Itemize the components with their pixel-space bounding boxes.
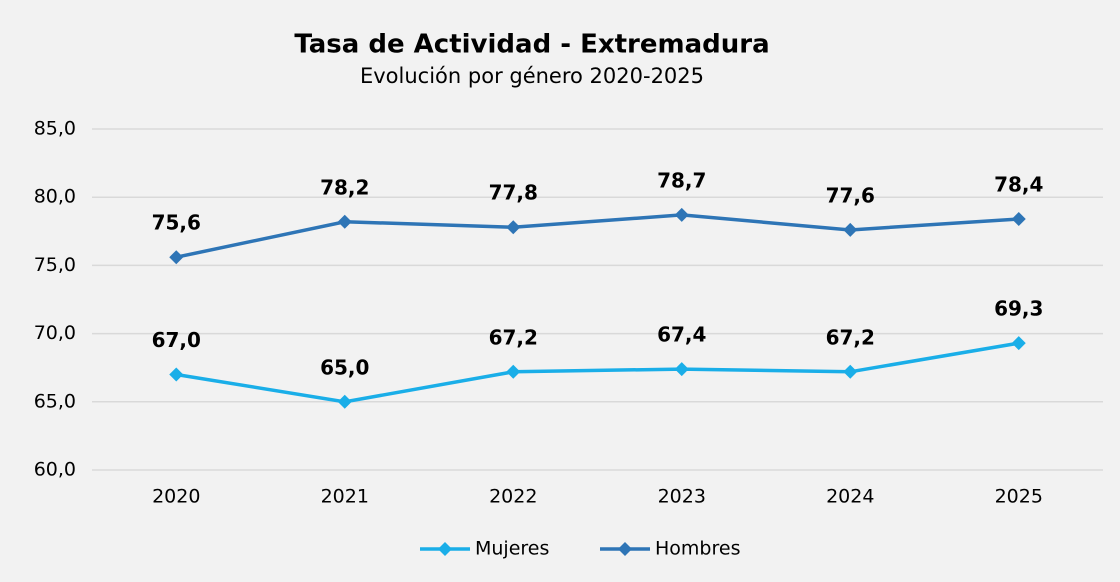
y-tick-label: 70,0	[34, 322, 76, 344]
x-tick-label: 2025	[995, 486, 1043, 508]
legend-label: Mujeres	[475, 538, 549, 560]
series-line	[175, 213, 1019, 259]
marker	[337, 394, 352, 409]
x-tick-label: 2021	[321, 486, 369, 508]
marker	[169, 367, 184, 382]
series-line	[175, 341, 1020, 404]
data-label: 67,0	[152, 328, 201, 352]
data-label: 77,6	[826, 183, 875, 207]
y-tick-label: 85,0	[34, 118, 76, 140]
marker	[843, 364, 858, 379]
marker	[674, 362, 689, 377]
marker	[169, 250, 184, 265]
marker	[674, 207, 689, 222]
data-label: 78,4	[994, 173, 1043, 197]
x-tick-label: 2024	[826, 486, 874, 508]
marker	[506, 220, 521, 235]
y-tick-label: 65,0	[34, 390, 76, 412]
data-label: 65,0	[320, 355, 369, 379]
y-tick-label: 60,0	[34, 459, 76, 481]
chart-subtitle: Evolución por género 2020-2025	[360, 64, 704, 88]
marker	[843, 222, 858, 237]
marker	[1011, 212, 1026, 227]
data-label: 77,8	[489, 181, 538, 205]
data-label: 69,3	[994, 297, 1043, 321]
x-tick-label: 2023	[658, 486, 706, 508]
chart-title: Tasa de Actividad - Extremadura	[294, 30, 769, 60]
marker	[337, 214, 352, 229]
marker	[1011, 336, 1026, 351]
legend-label: Hombres	[655, 538, 740, 560]
legend-marker	[438, 542, 452, 556]
y-tick-label: 75,0	[34, 254, 76, 276]
data-label: 67,4	[657, 323, 706, 347]
data-label: 67,2	[826, 325, 875, 349]
data-label: 78,2	[320, 175, 369, 199]
x-tick-label: 2020	[152, 486, 200, 508]
data-label: 67,2	[489, 325, 538, 349]
data-label: 75,6	[152, 211, 201, 235]
marker	[506, 364, 521, 379]
x-tick-label: 2022	[489, 486, 537, 508]
legend-marker	[618, 542, 632, 556]
data-label: 78,7	[657, 168, 706, 192]
y-tick-label: 80,0	[34, 186, 76, 208]
